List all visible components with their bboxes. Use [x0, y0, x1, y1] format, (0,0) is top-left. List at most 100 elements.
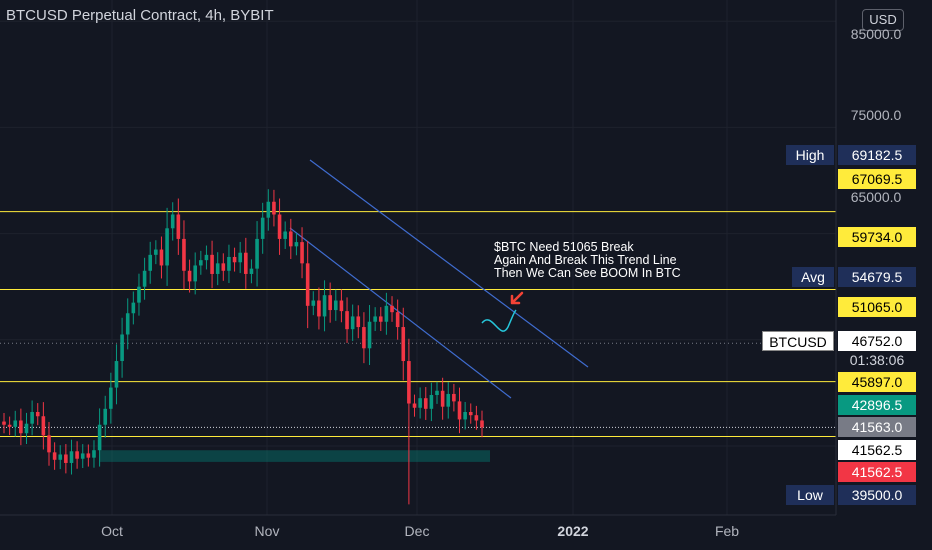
candle-body [289, 231, 293, 247]
x-tick-dec: Dec [404, 523, 430, 539]
candle-body [148, 254, 153, 271]
candle [47, 421, 51, 466]
candle [204, 245, 209, 270]
candle-body [311, 300, 316, 306]
candle [24, 412, 29, 445]
candle-body [480, 420, 484, 428]
candle [373, 307, 377, 332]
candle-body [305, 263, 310, 306]
candle [249, 259, 254, 284]
candle-body [345, 311, 349, 330]
candle [367, 305, 372, 366]
candle-body [249, 268, 254, 274]
candle [75, 441, 79, 469]
candle-body [114, 361, 119, 388]
candle-body [58, 454, 63, 460]
level-45897-label: 45897.0 [838, 372, 916, 392]
candle [41, 402, 46, 450]
candle-body [193, 265, 197, 282]
candle [30, 400, 34, 436]
candle-body [474, 415, 479, 421]
candle-body [238, 252, 242, 263]
candle-body [395, 312, 400, 328]
candle-body [401, 327, 406, 362]
candle-body [339, 300, 344, 312]
candle [423, 387, 428, 420]
candle [418, 387, 422, 419]
candle [435, 381, 439, 404]
candle-body [412, 403, 417, 408]
candle [322, 280, 327, 332]
candle-body [125, 313, 130, 335]
candle [457, 387, 462, 434]
candle [384, 292, 389, 335]
candle-body [19, 420, 23, 434]
candle-body [41, 416, 46, 436]
candle-body [109, 387, 113, 409]
candle [272, 189, 276, 227]
level-67069-label: 67069.5 [838, 169, 916, 189]
candle-body [154, 249, 158, 255]
candle-body [435, 390, 439, 396]
candle-body [47, 435, 51, 453]
candle-body [159, 249, 164, 266]
candle-body [120, 334, 124, 362]
green-price-label: 42896.5 [838, 395, 916, 415]
candle [35, 403, 40, 426]
candle-body [7, 424, 12, 427]
candle-body [176, 214, 181, 239]
symbol-tag: BTCUSD [762, 331, 834, 351]
candle [125, 298, 130, 350]
candle [244, 237, 248, 289]
high-tag: High [786, 145, 834, 165]
candle-body [294, 242, 299, 247]
candle-body [232, 256, 237, 263]
annotation-text: $BTC Need 51065 Break Again And Break Th… [494, 240, 681, 280]
red-arrow-icon [510, 291, 524, 305]
candle [317, 287, 321, 330]
candle [294, 233, 299, 256]
candle-body [35, 412, 40, 417]
candle-body [103, 408, 108, 425]
candle [165, 207, 169, 286]
y-tick-85000: 85000.0 [850, 26, 902, 42]
candle [2, 413, 6, 434]
candle-body [92, 450, 96, 458]
candle [227, 244, 231, 284]
candle-body [463, 412, 467, 420]
candle [390, 296, 394, 322]
white-price-label: 41562.5 [838, 440, 916, 460]
candle [210, 240, 214, 289]
currency-selector[interactable]: USD [862, 9, 904, 31]
candle [333, 289, 338, 321]
high-price-label: 69182.5 [838, 145, 916, 165]
candle-body [221, 263, 226, 271]
candle [345, 297, 349, 343]
candle [300, 227, 304, 279]
candle-body [452, 393, 456, 402]
candle [215, 252, 220, 286]
candle [148, 241, 153, 284]
candle [193, 252, 197, 295]
x-tick-oct: Oct [101, 523, 123, 539]
candle [407, 338, 411, 505]
candle [58, 445, 63, 470]
candle-body [131, 302, 136, 314]
candle-body [69, 451, 74, 463]
candle [159, 236, 164, 279]
candle-body [80, 453, 85, 459]
candle-body [333, 300, 338, 311]
candle-body [199, 260, 203, 266]
level-51065-label: 51065.0 [838, 297, 916, 317]
candle [69, 439, 74, 475]
candle-body [277, 214, 282, 239]
chart-title: BTCUSD Perpetual Contract, 4h, BYBIT [6, 7, 274, 24]
candle-body [75, 451, 79, 459]
candle-body [210, 254, 214, 274]
candle [440, 377, 445, 420]
candle-body [142, 270, 147, 287]
candle [480, 410, 484, 438]
demand-zone [100, 450, 490, 462]
candle-body [440, 390, 445, 407]
